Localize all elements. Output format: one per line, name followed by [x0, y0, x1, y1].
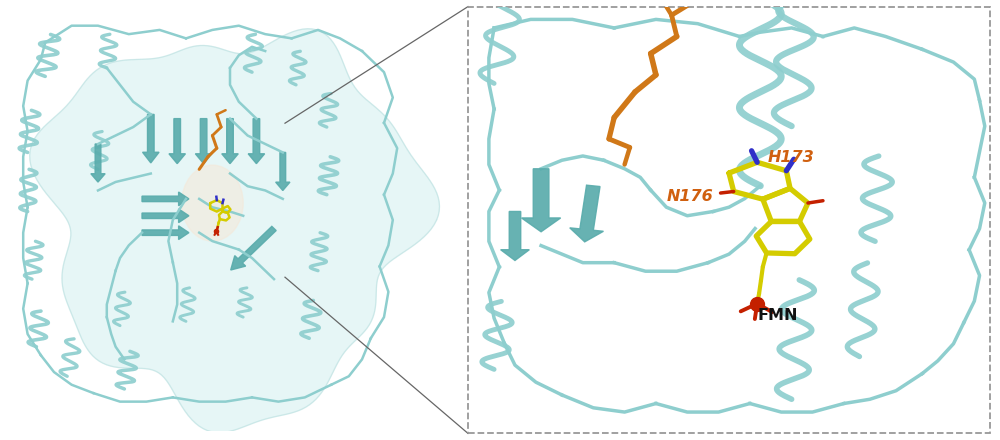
FancyArrow shape	[169, 119, 185, 164]
FancyArrow shape	[222, 119, 238, 164]
Text: H173: H173	[768, 150, 815, 165]
FancyArrow shape	[142, 209, 189, 223]
FancyArrow shape	[248, 119, 265, 164]
FancyArrow shape	[195, 119, 212, 164]
FancyArrow shape	[142, 226, 189, 239]
Polygon shape	[30, 29, 440, 433]
FancyArrow shape	[143, 114, 159, 163]
FancyArrow shape	[231, 226, 276, 270]
FancyArrow shape	[276, 152, 290, 191]
Text: N176: N176	[666, 189, 713, 204]
FancyArrow shape	[570, 185, 603, 242]
FancyArrow shape	[522, 169, 561, 232]
FancyArrow shape	[91, 144, 105, 182]
FancyArrow shape	[501, 212, 529, 260]
FancyArrow shape	[142, 192, 189, 206]
Bar	[468, 7, 990, 433]
Text: FMN: FMN	[758, 308, 798, 323]
Ellipse shape	[182, 165, 243, 241]
